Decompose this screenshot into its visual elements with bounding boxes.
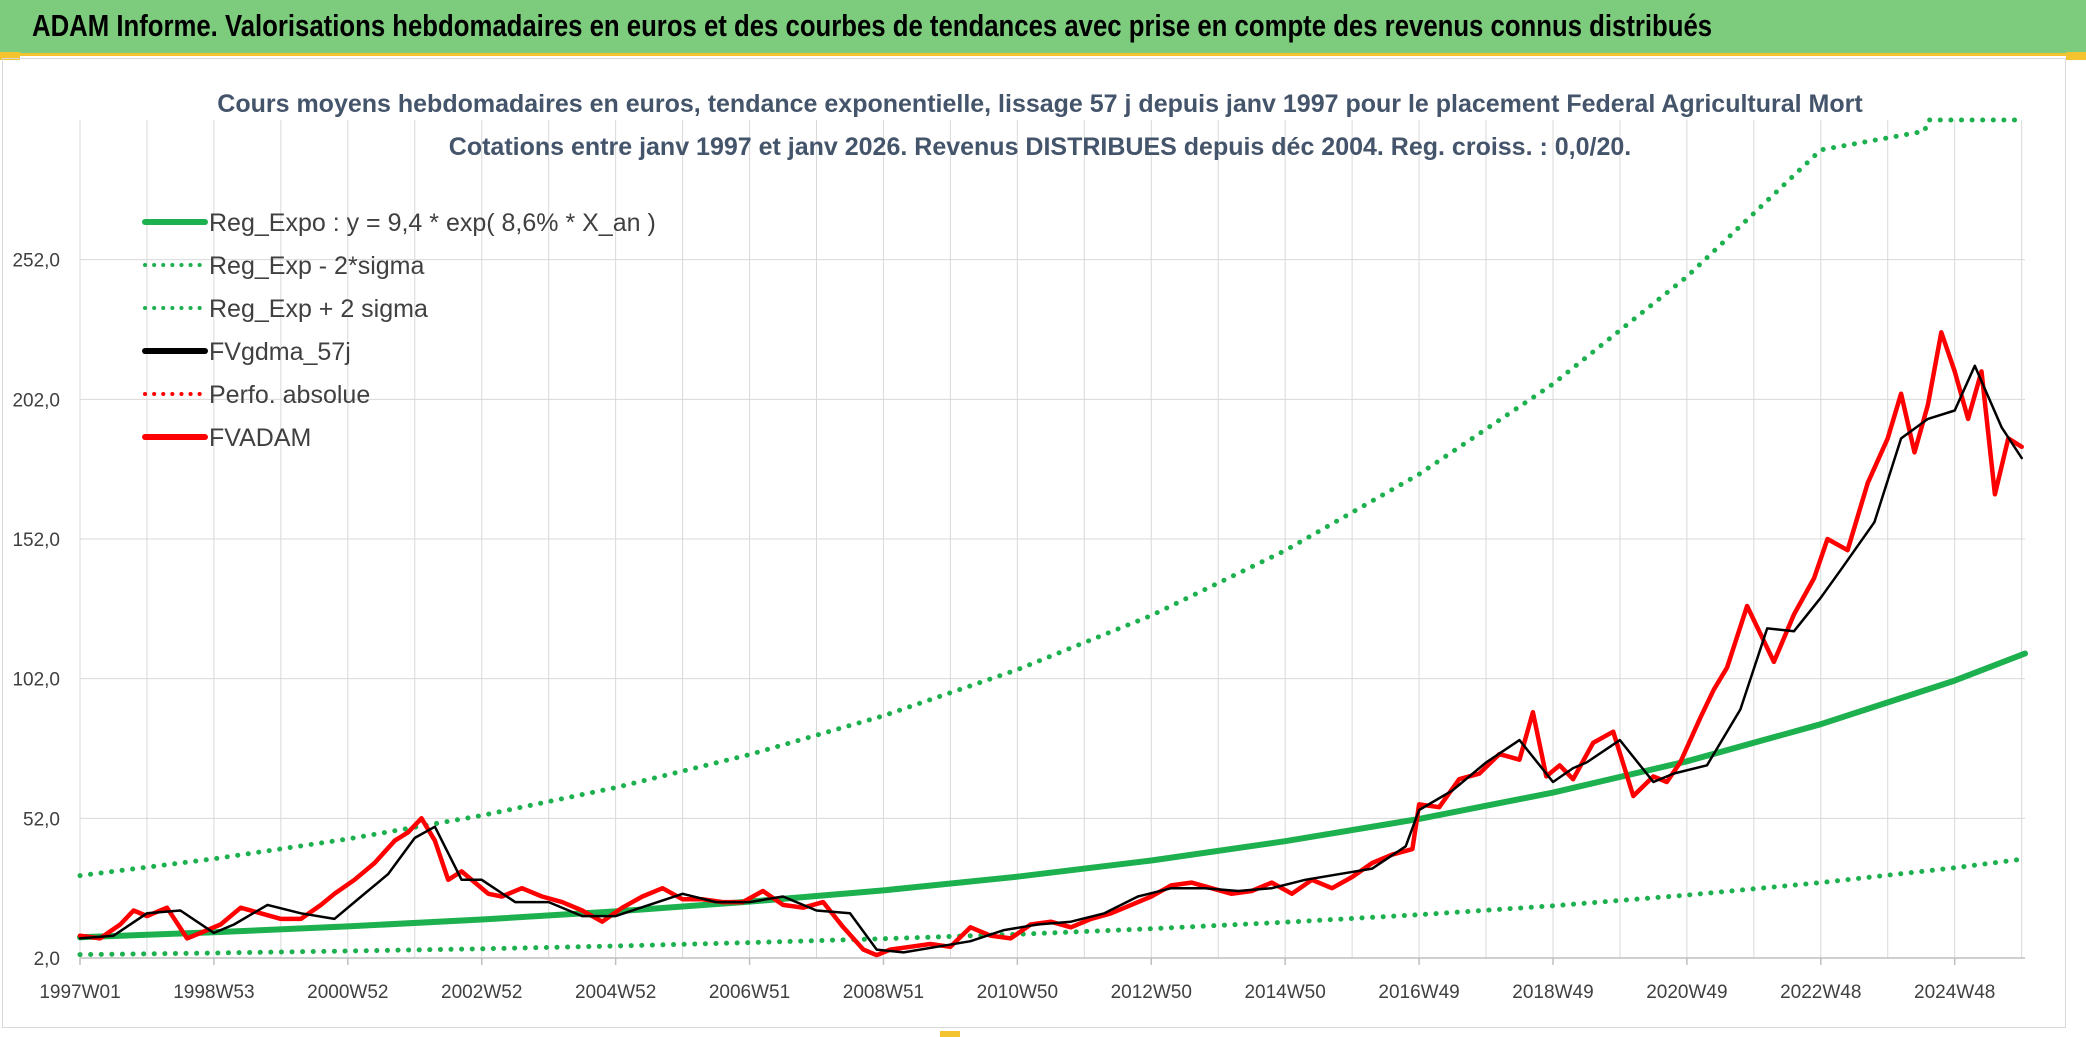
corner-accent-bottom [940, 1031, 960, 1037]
chart-series [77, 117, 2028, 958]
chart-axes: 2,0 52,0 102,0 152,0 202,0 252,0 1997W01 1998W5… [12, 251, 2025, 1003]
y-tick-label: 102,0 [12, 670, 60, 691]
x-tick-label: 1997W01 [39, 982, 120, 1003]
chart-frame [2, 58, 2066, 1028]
x-tick-label: 2012W50 [1111, 982, 1192, 1003]
legend-label: Reg_Exp + 2 sigma [209, 295, 428, 323]
x-tick-label: 2024W48 [1914, 982, 1995, 1003]
legend-label: Reg_Exp - 2*sigma [209, 252, 424, 280]
x-tick-label: 1998W53 [173, 982, 254, 1003]
legend-label: Perfo. absolue [209, 381, 370, 409]
series-line-fvgdma-57j [78, 364, 2023, 954]
x-tick-label: 2006W51 [709, 982, 790, 1003]
series-line-reg-exp-2-sigma [77, 856, 2028, 958]
chart-subtitle: Cotations entre janv 1997 et janv 2026. … [449, 133, 1631, 161]
chart-legend: Reg_Expo : y = 9,4 * exp( 8,6% * X_an ) R… [142, 209, 656, 452]
x-tick-label: 2008W51 [843, 982, 924, 1003]
series-line-reg-exp-2-sigma [77, 117, 2028, 879]
series-line-fvadam [77, 330, 2024, 958]
y-tick-label: 202,0 [12, 390, 60, 411]
chart-grid [79, 120, 2025, 959]
y-tick-label: 52,0 [23, 809, 60, 830]
x-tick-label: 2000W52 [307, 982, 388, 1003]
corner-accent-left [0, 52, 20, 60]
x-tick-label: 2018W49 [1512, 982, 1593, 1003]
x-tick-label: 2004W52 [575, 982, 656, 1003]
y-tick-label: 2,0 [34, 949, 60, 970]
y-tick-label: 252,0 [12, 251, 60, 272]
x-tick-label: 2020W49 [1646, 982, 1727, 1003]
series-line-reg-expo-y-9-4-exp-8-6-x-an [77, 650, 2028, 941]
y-tick-label: 152,0 [12, 530, 60, 551]
x-tick-label: 2016W49 [1378, 982, 1459, 1003]
legend-label: FVgdma_57j [209, 338, 351, 366]
chart-title: Cours moyens hebdomadaires en euros, ten… [217, 90, 1863, 118]
x-tick-label: 2010W50 [977, 982, 1058, 1003]
x-tick-label: 2022W48 [1780, 982, 1861, 1003]
report-banner: ADAM Informe. Valorisations hebdomadaire… [0, 0, 2086, 56]
legend-label: FVADAM [209, 424, 311, 452]
legend-label: Reg_Expo : y = 9,4 * exp( 8,6% * X_an ) [209, 209, 656, 237]
report-title: ADAM Informe. Valorisations hebdomadaire… [32, 8, 1713, 43]
corner-accent-right [2066, 52, 2086, 60]
x-tick-label: 2014W50 [1244, 982, 1325, 1003]
x-tick-label: 2002W52 [441, 982, 522, 1003]
